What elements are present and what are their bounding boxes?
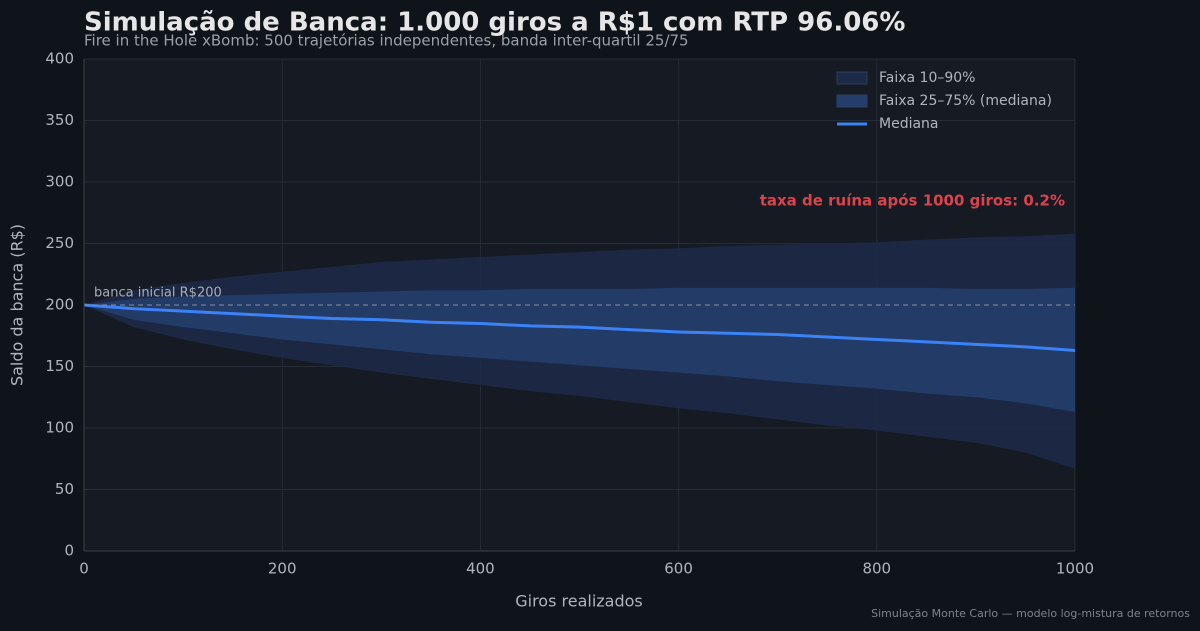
y-tick-label: 200 (45, 296, 74, 314)
y-tick-label: 100 (45, 419, 74, 437)
annotation: taxa de ruína após 1000 giros: 0.2% (760, 192, 1065, 210)
x-axis-label: Giros realizados (515, 592, 643, 611)
legend-label: Faixa 25–75% (mediana) (879, 93, 1052, 109)
y-tick-label: 50 (55, 480, 74, 498)
legend-swatch (836, 94, 868, 108)
x-tick-label: 800 (862, 560, 891, 578)
x-tick-label: 600 (664, 560, 693, 578)
y-tick-label: 300 (45, 173, 74, 191)
legend-label: Faixa 10–90% (879, 70, 975, 86)
chart-subtitle: Fire in the Hole xBomb: 500 trajetórias … (84, 32, 689, 50)
footnote: Simulação Monte Carlo — modelo log-mistu… (871, 607, 1190, 620)
y-tick-label: 400 (45, 50, 74, 68)
x-tick-label: 1000 (1056, 560, 1094, 578)
legend-swatch (836, 71, 868, 85)
y-tick-label: 150 (45, 357, 74, 375)
y-tick-label: 0 (64, 542, 74, 560)
x-tick-label: 0 (79, 560, 89, 578)
y-tick-label: 350 (45, 111, 74, 129)
median-line (83, 303, 1076, 353)
y-axis-label: Saldo da banca (R$) (8, 224, 27, 386)
y-tick-label: 250 (45, 234, 74, 252)
legend-label: Mediana (879, 116, 939, 132)
x-tick-label: 400 (466, 560, 495, 578)
reference-label: banca inicial R$200 (94, 286, 222, 301)
chart-title: Simulação de Banca: 1.000 giros a R$1 co… (84, 8, 905, 38)
x-tick-label: 200 (268, 560, 297, 578)
